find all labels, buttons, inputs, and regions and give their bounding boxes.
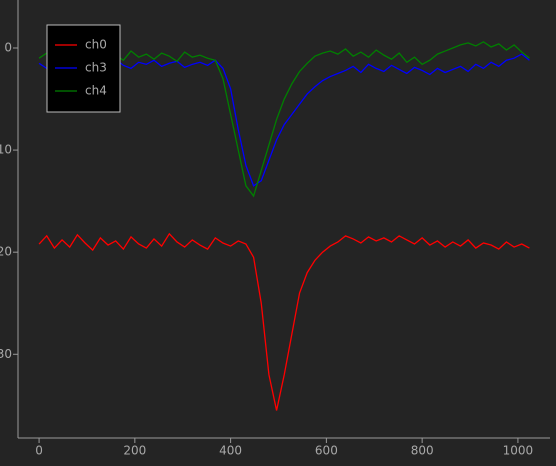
x-tick-label: 600 [315,444,338,458]
y-tick-label: 0 [4,40,12,54]
x-tick-label: 800 [411,444,434,458]
y-tick-label: 30 [0,347,12,361]
series-line [38,41,530,198]
legend-label: ch0 [85,38,107,52]
series-line [38,53,530,187]
legend-box [46,24,121,113]
y-tick-label: 10 [0,143,12,157]
legend-label: ch4 [85,84,107,98]
x-tick-label: 200 [123,444,146,458]
x-tick-label: 0 [35,444,43,458]
x-tick-label: 1000 [503,444,534,458]
x-tick-label: 400 [219,444,242,458]
y-tick-label: 20 [0,245,12,259]
series-line [38,232,530,411]
legend: ch0 ch3 ch4 [46,24,121,113]
legend-label: ch3 [85,61,107,75]
